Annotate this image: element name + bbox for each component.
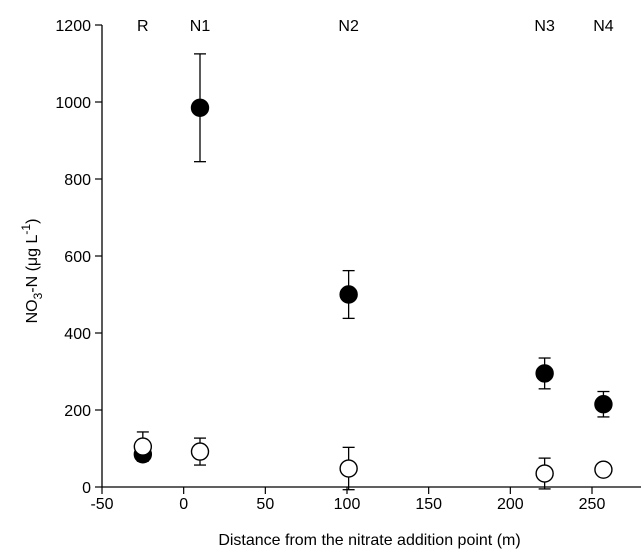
site-labels: R N1 N2 N3 N4 [137,18,614,35]
y-tick-label: 800 [64,172,91,189]
x-tick-label: 200 [497,496,524,513]
x-tick-label: 0 [179,496,188,513]
x-tick-label: -50 [90,496,113,513]
x-tick-label: 100 [334,496,361,513]
y-tick-label: 200 [64,403,91,420]
filled-circle-point [535,364,554,383]
filled-circle-point [190,98,210,117]
y-axis-title: NO3-N (μg L-1) [19,219,45,324]
open-circle-point [535,464,554,483]
site-label-n2: N2 [338,18,359,35]
x-tick-label: 150 [415,496,442,513]
y-tick-label: 1200 [55,18,91,35]
data-points [133,98,613,483]
open-circle-point [190,442,210,461]
x-tick-label: 250 [579,496,606,513]
open-circle-point [594,460,613,479]
y-tick-label: 600 [64,249,91,266]
site-label-r: R [137,18,149,35]
x-tick-label: 50 [256,496,274,513]
filled-circle-point [339,285,358,304]
y-tick-label: 0 [82,480,91,497]
site-label-n4: N4 [593,18,614,35]
filled-circle-point [594,395,613,414]
error-bars [136,53,610,491]
open-circle-point [339,459,358,478]
y-tick-label: 400 [64,326,91,343]
axes [101,25,641,488]
site-label-n1: N1 [190,18,211,35]
x-axis-title: Distance from the nitrate addition point… [218,532,520,549]
open-circle-point [133,437,153,456]
site-label-n3: N3 [534,18,555,35]
y-tick-label: 1000 [55,95,91,112]
